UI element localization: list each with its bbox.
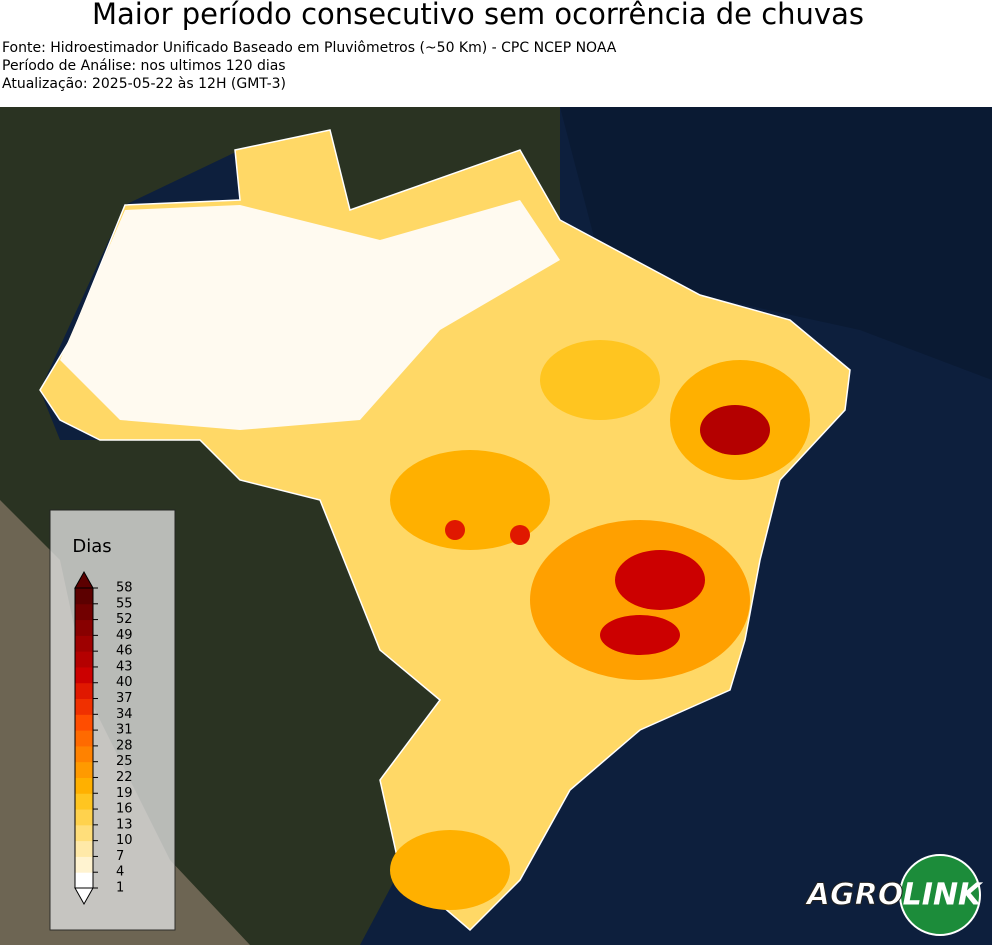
logo-circle	[899, 854, 981, 936]
hot-spot	[445, 520, 465, 540]
colorbar-segment	[75, 714, 93, 731]
hot-spot	[510, 525, 530, 545]
colorbar-tick-label: 31	[116, 723, 133, 738]
colorbar-segment	[75, 635, 93, 652]
colorbar-tick-label: 49	[116, 628, 133, 643]
blob	[540, 340, 660, 420]
update-line: Atualização: 2025-05-22 às 12H (GMT-3)	[2, 76, 286, 92]
colorbar-tick-label: 37	[116, 691, 133, 706]
colorbar-segment	[75, 777, 93, 794]
hot-spot	[615, 550, 705, 610]
colorbar-tick-label: 16	[116, 802, 133, 817]
blob	[390, 830, 510, 910]
colorbar-segment	[75, 856, 93, 873]
low-days-area	[60, 200, 560, 430]
blob	[390, 450, 550, 550]
colorbar-segment	[75, 761, 93, 778]
colorbar-tick-label: 58	[116, 581, 133, 596]
colorbar-tick-label: 46	[116, 644, 133, 659]
colorbar-segment	[75, 651, 93, 668]
colorbar-segment	[75, 730, 93, 747]
logo: AGRO LINK	[804, 854, 984, 936]
colorbar-tick-label: 43	[116, 659, 133, 674]
colorbar-frame	[74, 587, 94, 889]
colorbar-tick-label: 40	[116, 675, 133, 690]
source-line: Fonte: Hidroestimador Unificado Baseado …	[2, 40, 617, 56]
colorbar-tick-label: 55	[116, 596, 133, 611]
colorbar-tick-label: 19	[116, 786, 133, 801]
colorbar-tick-label: 28	[116, 738, 133, 753]
logo-part1: AGRO	[805, 878, 903, 913]
colorbar-segment	[75, 872, 93, 889]
colorbar-segment	[75, 745, 93, 763]
colorbar-segment	[75, 840, 93, 857]
colorbar-segment	[75, 809, 93, 826]
colorbar-tick-label: 1	[116, 881, 124, 896]
ocean-dark	[0, 107, 992, 380]
colorbar-segment	[75, 698, 93, 715]
colorbar-tick-label: 10	[116, 833, 133, 848]
period-line: Período de Análise: nos ultimos 120 dias	[2, 58, 286, 74]
colorbar-segment	[75, 603, 93, 621]
colorbar-tick-label: 22	[116, 770, 133, 785]
title: Maior período consecutivo sem ocorrência…	[92, 0, 864, 31]
legend-title: Dias	[72, 536, 111, 557]
colorbar-tick-label: 4	[116, 865, 124, 880]
hot-spot	[600, 615, 680, 655]
colorbar-segment	[75, 793, 93, 810]
legend-box	[49, 509, 176, 931]
logo-part2: LINK	[903, 878, 984, 913]
colorbar-segment	[75, 682, 93, 700]
hot-spot	[700, 405, 770, 455]
colorbar-tick-label: 52	[116, 612, 133, 627]
colorbar-tick-label: 25	[116, 754, 133, 769]
colorbar-segment	[75, 588, 93, 605]
colorbar-segment	[75, 666, 93, 684]
colorbar-tick-label: 34	[116, 707, 133, 722]
colorbar-segment	[75, 824, 93, 842]
colorbar-tick-label: 7	[116, 849, 124, 864]
colorbar-segment	[75, 619, 93, 636]
colorbar-tick-label: 13	[116, 817, 133, 832]
